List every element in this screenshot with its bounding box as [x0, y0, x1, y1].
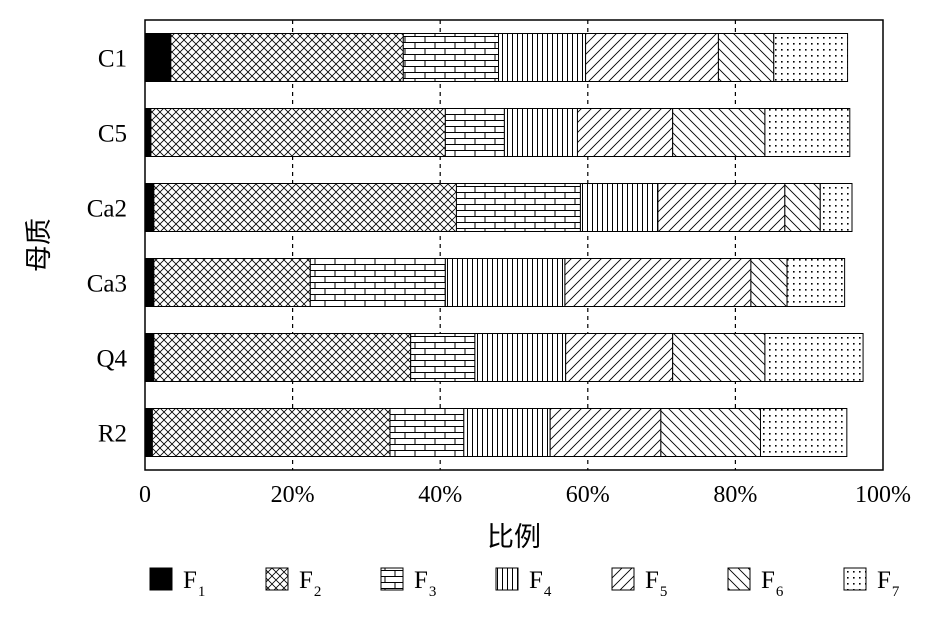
x-tick-label: 100%: [855, 482, 911, 508]
bar-segment-F5-Q4: [565, 333, 674, 382]
bar-segment-F7-C5: [764, 108, 851, 157]
legend-label: F5: [645, 567, 667, 600]
bar-segment-F3-R2: [389, 408, 465, 457]
legend-swatch-F2: [265, 567, 289, 591]
y-tick-marks: [145, 57, 151, 433]
bar-segment-F3-Ca3: [309, 258, 446, 307]
legend-label-subscript: 1: [198, 584, 206, 600]
category-label: C5: [98, 121, 127, 148]
legend-label-subscript: 4: [544, 584, 552, 600]
bar-segment-F3-C5: [444, 108, 505, 157]
legend: F1 F2 F3 F4 F5 F6 F7: [149, 567, 900, 600]
bar-segment-F6-R2: [660, 408, 761, 457]
bar-segment-F4-Ca2: [579, 183, 659, 232]
bar-segment-F4-Q4: [474, 333, 567, 382]
bar-segment-F2-C5: [150, 108, 446, 157]
legend-label-subscript: 7: [892, 584, 900, 600]
bar-segment-F4-C1: [498, 33, 587, 82]
legend-label: F4: [529, 567, 552, 600]
bar-segment-F7-C1: [773, 33, 849, 82]
x-tick-label: 0: [139, 482, 151, 508]
category-labels: C1 C5 Ca2 Ca3 Q4 R2: [87, 46, 128, 448]
legend-label-subscript: 6: [776, 584, 784, 600]
bar-segment-F4-Ca3: [444, 258, 566, 307]
bar-segment-F6-Ca3: [750, 258, 788, 307]
legend-label: F1: [183, 567, 205, 600]
legend-swatch-F7: [843, 567, 867, 591]
plot-frame: [144, 19, 884, 471]
bar-segment-F6-C5: [672, 108, 766, 157]
bar-segment-F3-Q4: [410, 333, 476, 382]
x-tick-label: 40%: [418, 482, 462, 508]
bar-segment-F5-C5: [576, 108, 674, 157]
legend-swatch-F5: [611, 567, 635, 591]
bar-segment-F3-C1: [402, 33, 500, 82]
bar-segment-F2-Ca2: [153, 183, 457, 232]
bar-segment-F2-Ca3: [153, 258, 311, 307]
legend-swatch-F4: [495, 567, 519, 591]
grid-lines: [292, 20, 737, 470]
bar-segment-F6-C1: [717, 33, 775, 82]
bar-segment-F2-C1: [170, 33, 404, 82]
x-tick-labels: 0 20% 40% 60% 80% 100%: [139, 482, 911, 508]
bar-segment-F7-R2: [759, 408, 848, 457]
legend-swatch-F3: [380, 567, 404, 591]
legend-swatch-F6: [727, 567, 751, 591]
bar-segment-F7-Q4: [764, 333, 864, 382]
bar-series: [144, 33, 864, 457]
bar-segment-F4-R2: [463, 408, 551, 457]
bar-segment-F5-Ca2: [657, 183, 786, 232]
legend-label-subscript: 5: [660, 584, 668, 600]
legend-label-subscript: 2: [314, 584, 322, 600]
category-label: Ca3: [87, 271, 127, 298]
category-label: C1: [98, 46, 127, 73]
bar-segment-F6-Q4: [672, 333, 766, 382]
bar-segment-F3-Ca2: [455, 183, 581, 232]
category-label: Ca2: [87, 196, 127, 223]
legend-label: F2: [299, 567, 321, 600]
legend-label: F3: [414, 567, 436, 600]
legend-swatch-F1: [149, 567, 173, 591]
x-axis-label: 比例: [487, 522, 541, 553]
y-axis-label: 母质: [24, 218, 55, 272]
bar-segment-F2-Q4: [153, 333, 412, 382]
bar-segment-F5-Ca3: [564, 258, 752, 307]
bar-segment-F4-C5: [503, 108, 578, 157]
bar-segment-F7-Ca3: [786, 258, 846, 307]
category-label: R2: [98, 421, 127, 448]
legend-label: F7: [877, 567, 900, 600]
x-tick-label: 60%: [566, 482, 610, 508]
bar-segment-F5-R2: [549, 408, 662, 457]
category-label: Q4: [96, 346, 127, 373]
legend-label: F6: [761, 567, 784, 600]
bar-segment-F7-Ca2: [819, 183, 853, 232]
x-tick-label: 20%: [271, 482, 315, 508]
legend-label-subscript: 3: [429, 584, 437, 600]
bar-segment-F6-Ca2: [784, 183, 821, 232]
bar-segment-F2-R2: [151, 408, 391, 457]
x-tick-label: 80%: [713, 482, 757, 508]
bar-segment-F5-C1: [585, 33, 719, 82]
